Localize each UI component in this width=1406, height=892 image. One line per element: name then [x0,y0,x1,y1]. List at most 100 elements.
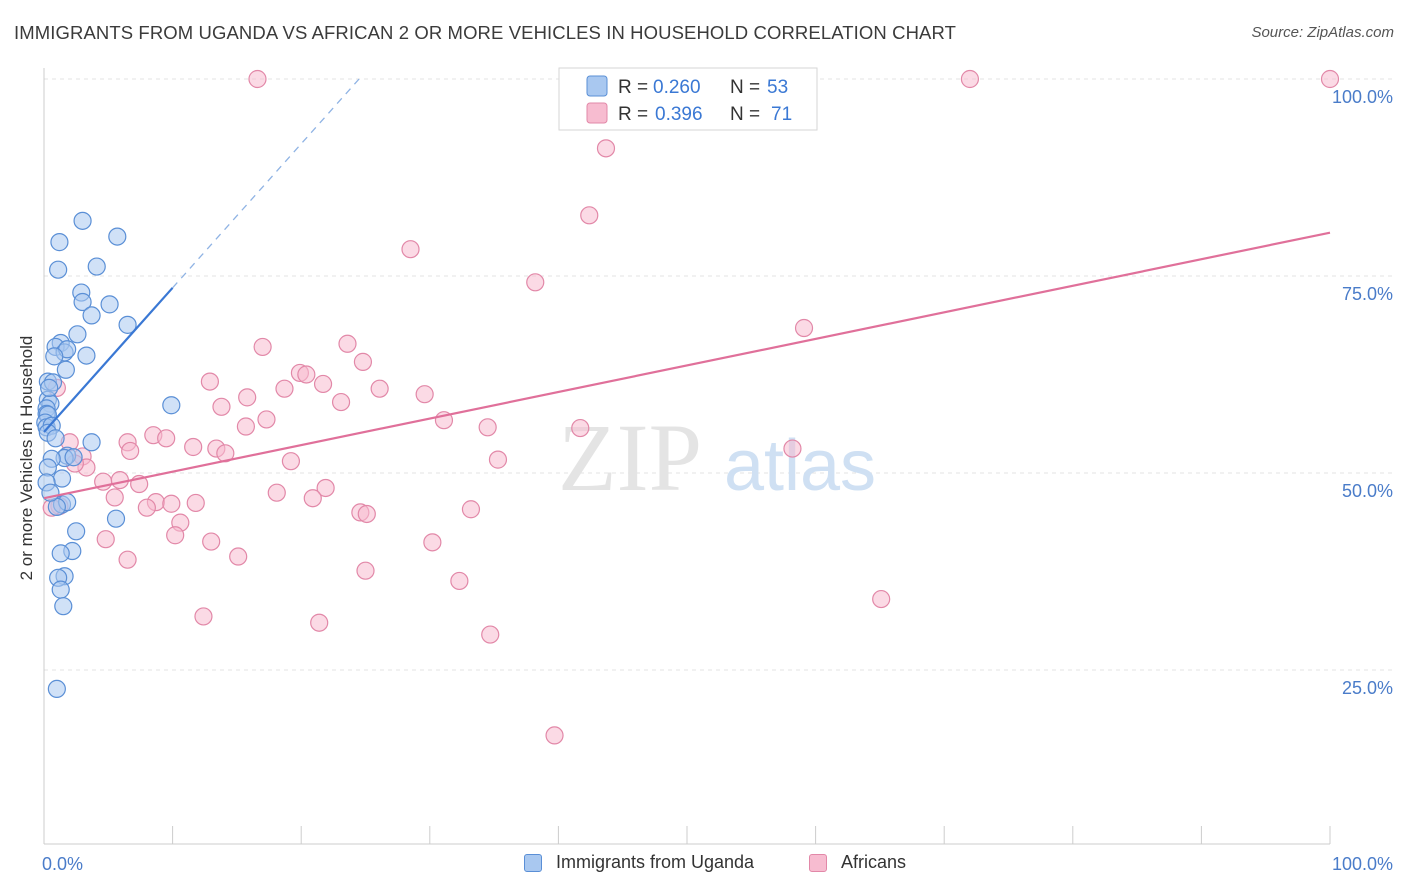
legend-n-value-1: 53 [767,77,788,98]
uganda-point [67,522,86,541]
uganda-point [49,260,68,279]
uganda-point [100,295,119,314]
africans-point [186,493,205,513]
legend-swatch-uganda [586,75,608,97]
y-tick-label: 75.0% [1342,284,1393,304]
africans-point [401,240,420,259]
uganda-point [56,360,75,379]
uganda-point [82,306,101,325]
chart-title: IMMIGRANTS FROM UGANDA VS AFRICAN 2 OR M… [14,22,956,43]
africans-point [415,385,434,404]
africans-point [353,352,373,371]
bottom-legend: Immigrants from Uganda Africans [0,850,1406,880]
uganda-points [36,211,181,699]
legend-r-value-2: 0.396 [655,104,703,125]
africans-point [303,489,322,508]
uganda-point [46,429,65,448]
africans-point [310,613,329,632]
africans-point [162,494,181,513]
africans-point [450,571,469,591]
africans-point [238,388,257,407]
africans-point [281,452,301,471]
bottom-legend-uganda: Immigrants from Uganda [524,852,754,873]
africans-point [253,337,272,357]
bottom-legend-label-africans: Africans [841,852,907,872]
uganda-point [108,227,127,246]
uganda-point [38,458,57,477]
uganda-point [52,469,72,488]
uganda-point [77,346,96,365]
africans-point [257,410,276,429]
africans-point [488,450,508,469]
africans-point [526,273,545,292]
x-tick-labels: 0.0% 100.0% [42,854,1393,874]
uganda-point [51,580,70,599]
watermark-atlas: atlas [724,426,876,506]
uganda-point [73,292,92,312]
africans-point [105,488,124,507]
legend-r-label-1: R = [618,77,648,98]
uganda-point [47,679,66,699]
y-tick-label: 50.0% [1342,481,1393,501]
africans-point [157,429,176,448]
uganda-trendline [43,287,174,433]
africans-point [794,318,814,338]
legend-n-value-2: 71 [771,104,792,125]
uganda-point [51,544,70,563]
africans-point [872,589,891,609]
legend-n-label-2: N = [730,104,760,125]
africans-point [960,69,980,89]
africans-point [118,550,137,569]
uganda-point [64,448,83,467]
bottom-legend-swatch-uganda [524,853,542,872]
legend-n-label-1: N = [730,77,760,98]
africans-point [478,418,497,437]
uganda-point [118,315,137,334]
watermark: ZIP atlas [558,404,876,511]
africans-point [316,478,335,498]
africans-point [137,498,156,517]
africans-point [184,437,203,457]
gridlines [44,78,1392,671]
africans-point [1320,69,1340,89]
uganda-point [50,233,69,252]
y-tick-label: 100.0% [1332,87,1393,107]
source-label: Source: ZipAtlas.com [1251,24,1394,41]
africans-point [356,561,375,580]
uganda-point [73,211,92,230]
africans-point [229,547,248,566]
africans-point [783,439,802,458]
africans-point [166,526,185,545]
africans-point [275,379,294,398]
africans-point [338,334,357,353]
bottom-legend-africans: Africans [809,852,906,873]
x-tick-label-min: 0.0% [42,854,83,874]
africans-trendline [43,231,1331,500]
uganda-point [54,597,73,616]
africans-point [212,397,231,416]
uganda-point [45,347,64,366]
africans-point [297,365,316,384]
africans-point [370,379,389,398]
x-tick-label-max: 100.0% [1332,854,1393,874]
trendlines [43,78,1331,500]
uganda-point [68,325,87,344]
bottom-legend-swatch-africans [809,853,827,872]
africans-point [96,530,115,549]
uganda-point [162,396,181,415]
africans-point [580,206,599,225]
africans-point [423,533,442,552]
uganda-point [106,509,126,528]
bottom-legend-label-uganda: Immigrants from Uganda [556,852,755,872]
africans-point [202,532,221,551]
y-tick-label: 25.0% [1342,678,1393,698]
africans-point [194,607,213,626]
legend: R = 0.260 N = 53 R = 0.396 N = 71 [558,67,818,131]
uganda-trendline-extension [172,78,360,289]
africans-point [121,441,140,461]
legend-r-label-2: R = [618,104,648,125]
africans-point [248,69,267,89]
africans-points [42,69,1340,745]
africans-point [357,504,376,524]
